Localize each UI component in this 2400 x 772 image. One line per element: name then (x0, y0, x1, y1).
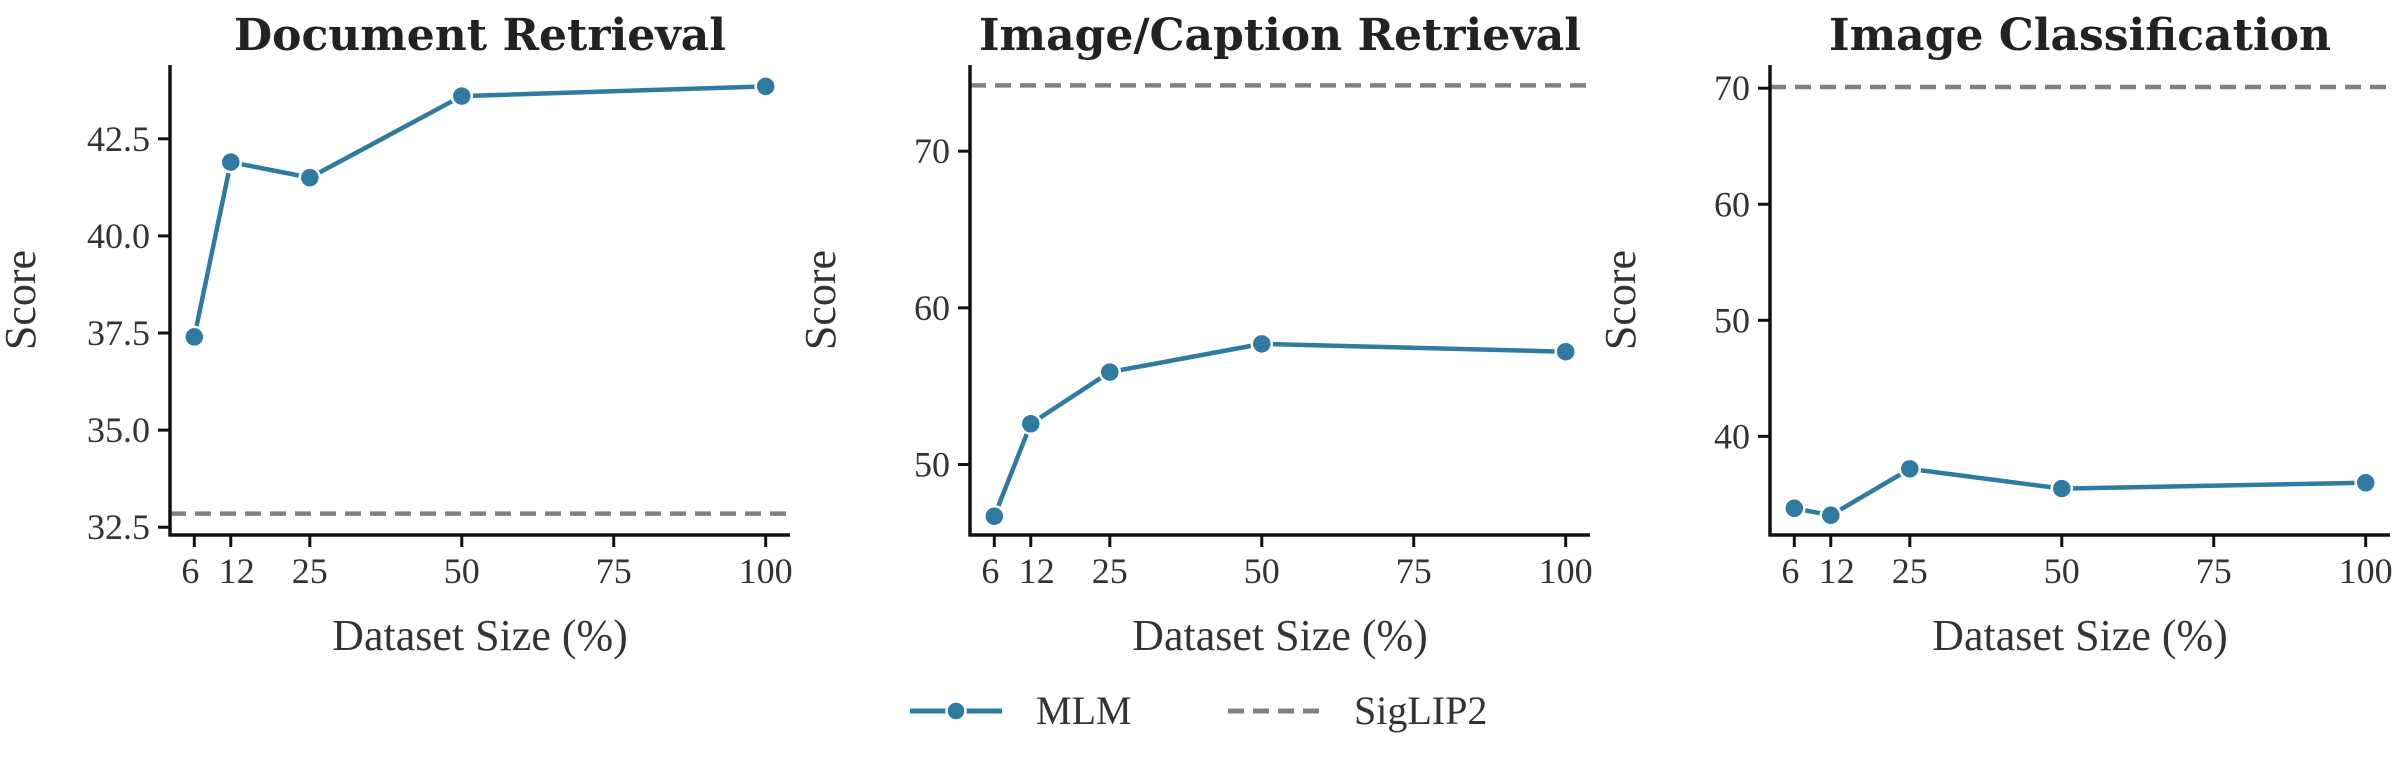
x-tick-label: 25 (292, 551, 328, 591)
x-tick-label: 75 (1396, 551, 1432, 591)
data-point-mlm (983, 504, 1006, 528)
x-axis-label: Dataset Size (%) (1932, 611, 2228, 660)
x-tick-label: 6 (181, 551, 199, 591)
y-tick-label: 40 (1714, 416, 1750, 456)
x-tick-label: 25 (1892, 551, 1928, 591)
data-point-mlm (450, 84, 474, 108)
y-tick-label: 60 (914, 288, 950, 328)
x-tick-label: 6 (981, 551, 999, 591)
chart-panel-3: Image Classification 40 50 60 70 6 12 25 50 75 100… (1596, 10, 2393, 660)
x-tick-label: 100 (1539, 551, 1593, 591)
y-tick-label: 37.5 (87, 313, 150, 353)
x-tick-label: 12 (219, 551, 255, 591)
data-point-mlm (298, 166, 322, 189)
y-tick-label: 70 (1714, 68, 1750, 108)
x-tick-label: 100 (739, 551, 793, 591)
chart-panel-2: Image/Caption Retrieval 50 60 70 6 12 25 50 75 10… (796, 10, 1593, 660)
x-tick-label: 25 (1092, 551, 1128, 591)
data-point-mlm (219, 150, 243, 174)
x-tick-label: 75 (596, 551, 632, 591)
data-point-mlm (754, 75, 777, 98)
x-tick-label: 50 (444, 551, 480, 591)
data-point-mlm (2354, 471, 2377, 495)
series-line-mlm (992, 341, 1566, 518)
chart-title: Image/Caption Retrieval (979, 10, 1581, 61)
x-tick-label: 100 (2339, 551, 2393, 591)
chart-title: Image Classification (1829, 10, 2331, 61)
data-point-mlm (2050, 477, 2074, 500)
y-tick-label: 60 (1714, 184, 1750, 224)
data-point-mlm (1898, 457, 1922, 481)
y-tick-label: 32.5 (87, 507, 150, 547)
x-tick-label: 50 (1244, 551, 1280, 591)
x-axis-label: Dataset Size (%) (1132, 611, 1428, 660)
y-tick-label: 40.0 (87, 216, 150, 256)
data-point-mlm (1554, 340, 1577, 363)
data-point-mlm (1783, 497, 1806, 520)
chart-title: Document Retrieval (234, 10, 726, 61)
legend: MLM SigLIP2 (910, 688, 1487, 733)
x-tick-label: 50 (2044, 551, 2080, 591)
x-tick-label: 75 (2196, 551, 2232, 591)
legend-siglip-label: SigLIP2 (1354, 688, 1487, 733)
x-tick-label: 6 (1781, 551, 1799, 591)
y-axis-label: Score (0, 250, 45, 350)
x-axis-label: Dataset Size (%) (332, 611, 628, 660)
y-tick-label: 35.0 (87, 410, 150, 450)
y-axis-label: Score (796, 250, 845, 350)
legend-mlm-label: MLM (1036, 688, 1132, 733)
data-point-mlm (1019, 412, 1043, 436)
x-tick-label: 12 (1019, 551, 1055, 591)
y-tick-label: 50 (1714, 300, 1750, 340)
data-point-mlm (1250, 332, 1274, 356)
y-tick-label: 42.5 (87, 119, 150, 159)
legend-mlm-marker (945, 700, 967, 722)
y-axis-label: Score (1596, 250, 1645, 350)
data-point-mlm (183, 325, 206, 349)
series-line-mlm (1793, 466, 2366, 518)
x-tick-label: 12 (1819, 551, 1855, 591)
y-tick-label: 70 (914, 131, 950, 171)
data-point-mlm (1819, 504, 1843, 527)
data-point-mlm (1098, 360, 1122, 384)
y-tick-label: 50 (914, 445, 950, 485)
series-line-mlm (192, 84, 766, 338)
